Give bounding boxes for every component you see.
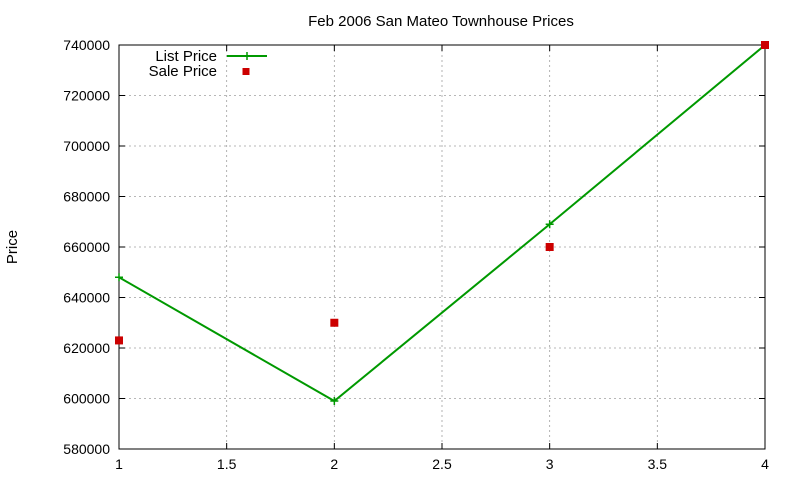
sale-price-point	[545, 243, 554, 251]
list-price-line	[118, 44, 766, 403]
y-tick-label: 600000	[63, 391, 110, 407]
x-tick-label: 3.5	[648, 456, 668, 472]
y-tick-label: 660000	[63, 239, 110, 255]
series-layer	[115, 41, 769, 406]
legend-label-list-price: List Price	[155, 48, 217, 65]
x-tick-labels: 1 1.5 2 2.5 3 3.5 4	[115, 456, 769, 472]
legend-label-sale-price: Sale Price	[149, 63, 217, 80]
grid	[119, 45, 765, 449]
legend: List Price Sale Price	[149, 48, 267, 80]
y-tick-label: 640000	[63, 290, 110, 306]
x-tick-label: 3	[546, 456, 554, 472]
y-tick-label: 680000	[63, 189, 110, 205]
ticks	[118, 44, 766, 450]
list-price-point	[545, 220, 554, 229]
y-tick-labels: 580000 600000 620000 640000 660000 680000 7000…	[63, 37, 110, 457]
x-tick-label: 1	[115, 456, 123, 472]
y-axis-title: Price	[4, 230, 21, 264]
y-tick-label: 620000	[63, 340, 110, 356]
sale-price-point	[761, 41, 769, 49]
sale-price-point	[330, 318, 339, 327]
list-price-point	[330, 397, 339, 406]
x-tick-label: 1.5	[217, 456, 237, 472]
sale-price-point	[115, 336, 123, 345]
y-tick-label: 720000	[63, 88, 110, 104]
y-tick-label: 700000	[63, 138, 110, 154]
legend-marker-list-price	[243, 52, 251, 60]
x-tick-label: 2	[330, 456, 338, 472]
list-price-point	[115, 273, 123, 282]
x-tick-label: 4	[761, 456, 769, 472]
legend-marker-sale-price	[242, 68, 250, 75]
y-tick-label: 580000	[63, 441, 110, 457]
chart-title: Feb 2006 San Mateo Townhouse Prices	[308, 13, 574, 30]
y-tick-label: 740000	[63, 37, 110, 53]
x-tick-label: 2.5	[432, 456, 452, 472]
